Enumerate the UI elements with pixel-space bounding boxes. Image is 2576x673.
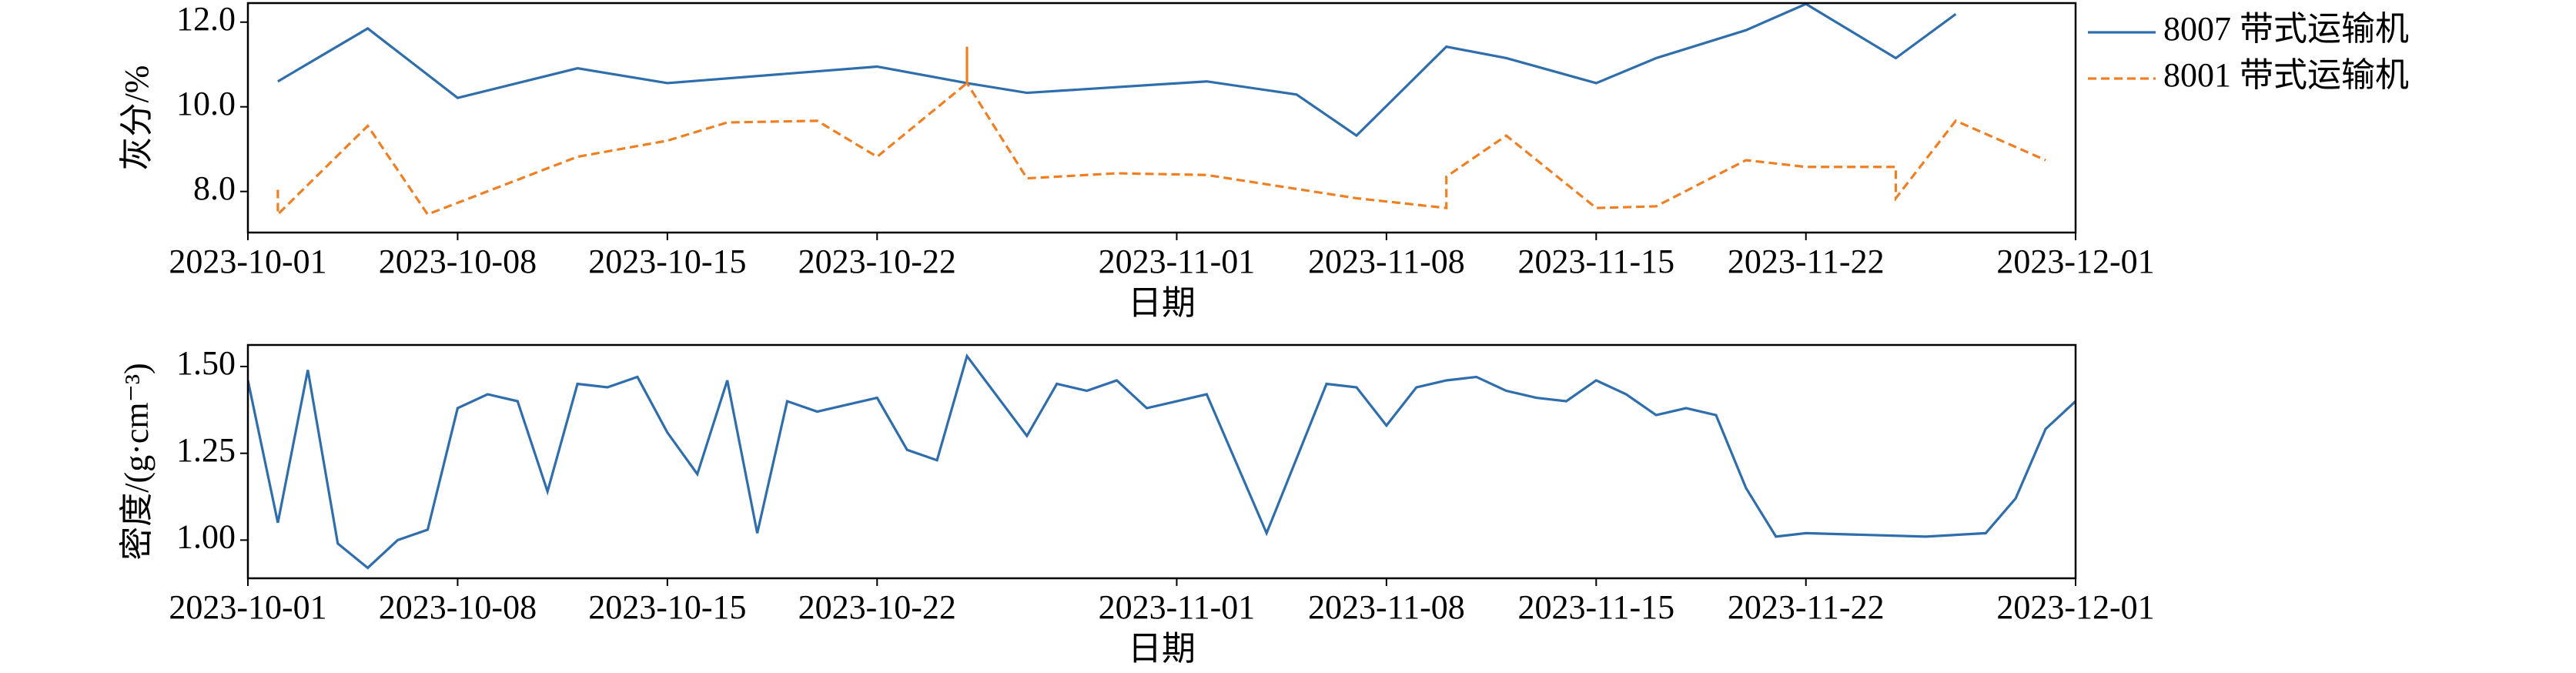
x-tick-label: 2023-11-01 [1099,588,1256,626]
x-tick-label: 2023-11-15 [1517,243,1674,280]
legend-label: 8001 带式运输机 [2163,56,2409,94]
plot-area [248,353,2076,570]
x-tick-label: 2023-12-01 [1996,588,2154,626]
y-axis-label: 灰分/% [118,65,156,171]
plot-frame [246,343,2077,580]
x-tick-label: 2023-11-08 [1308,243,1465,280]
plot-area [276,3,2046,218]
x-tick-label: 2023-10-08 [379,588,537,626]
y-tick-label: 1.00 [176,517,236,555]
x-tick-label: 2023-10-22 [798,243,956,280]
x-axis-label: 日期 [1128,284,1196,322]
x-tick-label: 2023-11-15 [1517,588,1674,626]
plot-frame [246,2,2077,234]
y-axis-label: 密度/(g·cm⁻³) [118,363,156,560]
x-tick-label: 2023-10-15 [588,588,746,626]
x-tick-label: 2023-11-08 [1308,588,1465,626]
x-axis-label: 日期 [1128,630,1196,668]
x-tick-label: 2023-10-01 [169,588,326,626]
x-tick-label: 2023-10-08 [379,243,537,280]
y-tick-label: 10.0 [176,85,236,122]
x-tick-label: 2023-10-01 [169,243,326,280]
x-tick-label: 2023-11-22 [1728,588,1885,626]
y-tick-label: 8.0 [193,169,236,207]
data-line [276,46,2046,218]
legend-label: 8007 带式运输机 [2163,10,2409,48]
x-tick-label: 2023-11-01 [1099,243,1256,280]
x-tick-label: 2023-10-22 [798,588,956,626]
y-tick-label: 1.25 [176,431,236,469]
y-tick-label: 1.50 [176,344,236,382]
x-tick-label: 2023-12-01 [1996,243,2154,280]
data-line [248,353,2076,570]
y-tick-label: 12.0 [176,0,236,38]
x-tick-label: 2023-10-15 [588,243,746,280]
data-line [277,3,1957,138]
x-tick-label: 2023-11-22 [1728,243,1885,280]
